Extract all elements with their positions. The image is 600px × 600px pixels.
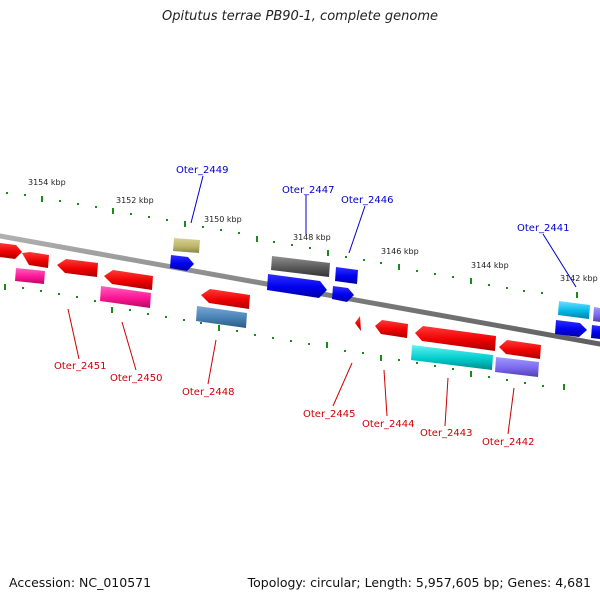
genome-title: Opitutus terrae PB90-1, complete genome [161,9,439,24]
gene-feature[interactable] [555,320,587,337]
leader-line [444,377,449,427]
accession-text: Accession: NC_010571 [9,575,152,590]
leader-line [507,387,515,435]
forward-strand-features [170,238,600,339]
reverse-strand-features [0,243,541,377]
gene-feature[interactable] [355,316,361,331]
leader-line [121,321,137,371]
gene-feature[interactable] [100,286,151,308]
leader-line [67,308,80,360]
scale-label: 3146 kbp [381,247,419,256]
gene-feature[interactable] [375,320,408,338]
gene-feature[interactable] [495,357,539,377]
gene-feature[interactable] [332,286,354,302]
leader-line [383,369,388,417]
leader-line [542,233,577,288]
gene-feature[interactable] [558,301,590,319]
gene-feature[interactable] [591,325,600,339]
gene-label[interactable]: Oter_2447 [282,185,335,196]
scale-labels: 3154 kbp 3152 kbp 3150 kbp 3148 kbp 3146… [28,178,598,283]
gene-label[interactable]: Oter_2449 [176,165,229,176]
gene-feature[interactable] [411,345,493,370]
gene-label[interactable]: Oter_2444 [362,419,415,430]
leader-line [207,339,217,385]
genome-summary-text: Topology: circular; Length: 5,957,605 bp… [247,575,591,590]
gene-label[interactable]: Oter_2441 [517,223,570,234]
gene-feature[interactable] [499,340,541,359]
gene-feature[interactable] [267,274,327,298]
gene-label[interactable]: Oter_2451 [54,361,107,372]
gene-feature[interactable] [15,268,45,284]
gene-feature[interactable] [57,259,98,277]
gene-label[interactable]: Oter_2445 [303,409,356,420]
leader-line [190,175,204,224]
gene-feature[interactable] [104,270,153,290]
scale-label: 3152 kbp [116,196,154,205]
gene-label[interactable]: Oter_2448 [182,387,235,398]
leader-line [348,205,366,254]
scale-label: 3150 kbp [204,215,242,224]
scale-label: 3144 kbp [471,261,509,270]
gene-label[interactable]: Oter_2442 [482,437,535,448]
gene-label[interactable]: Oter_2443 [420,428,473,439]
gene-feature[interactable] [593,307,600,322]
gene-labels-bottom: Oter_2451 Oter_2450 Oter_2448 Oter_2445 … [54,361,535,448]
gene-feature[interactable] [173,238,200,253]
gene-feature[interactable] [415,326,496,351]
gene-label[interactable]: Oter_2450 [110,373,163,384]
label-leaders [67,175,577,435]
gene-feature[interactable] [22,252,49,268]
outer-tick-row [6,192,578,298]
gene-feature[interactable] [196,306,247,328]
gene-label[interactable]: Oter_2446 [341,195,394,206]
scale-label: 3142 kbp [560,274,598,283]
gene-feature[interactable] [335,267,358,284]
gene-feature[interactable] [271,256,330,277]
gene-feature[interactable] [170,255,194,271]
scale-track [4,192,578,390]
gene-feature[interactable] [0,243,22,259]
gene-labels-top: Oter_2449 Oter_2447 Oter_2446 Oter_2441 [176,165,570,234]
gene-feature[interactable] [201,289,250,309]
scale-label: 3154 kbp [28,178,66,187]
leader-line [332,362,353,407]
inner-tick-row [4,284,565,390]
scale-label: 3148 kbp [293,233,331,242]
